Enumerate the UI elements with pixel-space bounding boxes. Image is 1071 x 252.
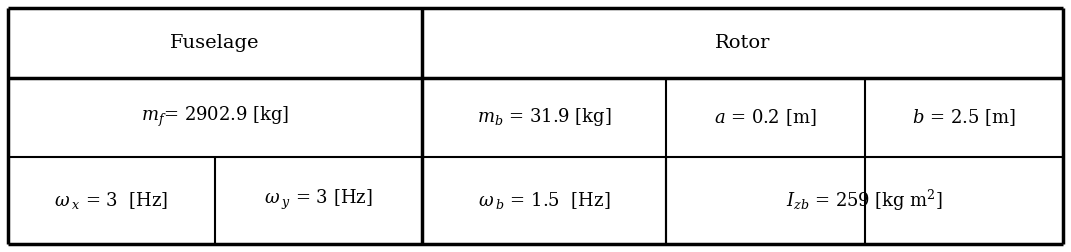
Text: $b$ = 2.5 [m]: $b$ = 2.5 [m] (911, 107, 1015, 128)
Text: Fuselage: Fuselage (170, 34, 259, 52)
Text: $I_{zb}$ = 259 [kg m$^2$]: $I_{zb}$ = 259 [kg m$^2$] (786, 188, 944, 213)
Text: $\omega \,_b$ = 1.5  [Hz]: $\omega \,_b$ = 1.5 [Hz] (478, 190, 610, 211)
Text: Rotor: Rotor (714, 34, 770, 52)
Text: $m_b$ = 31.9 [kg]: $m_b$ = 31.9 [kg] (477, 106, 612, 128)
Text: $a$ = 0.2 [m]: $a$ = 0.2 [m] (714, 107, 817, 128)
Text: $m_f$= 2902.9 [kg]: $m_f$= 2902.9 [kg] (140, 105, 289, 129)
Text: $\omega \,_x$ = 3  [Hz]: $\omega \,_x$ = 3 [Hz] (55, 190, 168, 211)
Text: $\omega \,_y$ = 3 [Hz]: $\omega \,_y$ = 3 [Hz] (263, 188, 373, 212)
